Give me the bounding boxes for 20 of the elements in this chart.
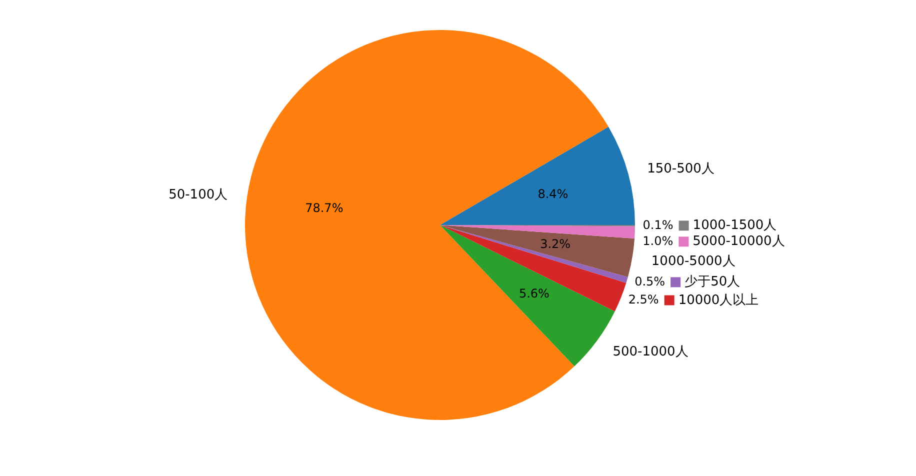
data-label: 1.0% <box>642 234 674 248</box>
pie-slice <box>245 30 608 420</box>
legend-label: 10000人以上 <box>678 292 759 308</box>
slice-label: 50-100人 <box>168 187 228 202</box>
legend-label: 少于50人 <box>684 274 740 290</box>
data-label: 0.1% <box>642 218 674 232</box>
pie-slice <box>440 126 635 225</box>
data-label: 0.5% <box>634 274 666 288</box>
pie-slice <box>440 225 626 312</box>
legend-label: 1000-1500人 <box>692 218 777 234</box>
slice-label: 150-500人 <box>647 162 714 177</box>
slice-label: 1000-5000人 <box>651 254 736 269</box>
legend-label: 5000-10000人 <box>692 234 785 250</box>
slice-label: 500-1000人 <box>612 344 688 360</box>
data-label: 2.5% <box>628 292 659 307</box>
data-label: 5.6% <box>518 286 550 301</box>
data-label: 3.2% <box>540 237 571 252</box>
pie-slice <box>440 225 615 366</box>
data-label: 8.4% <box>538 186 568 201</box>
data-label: 78.7% <box>305 200 344 215</box>
